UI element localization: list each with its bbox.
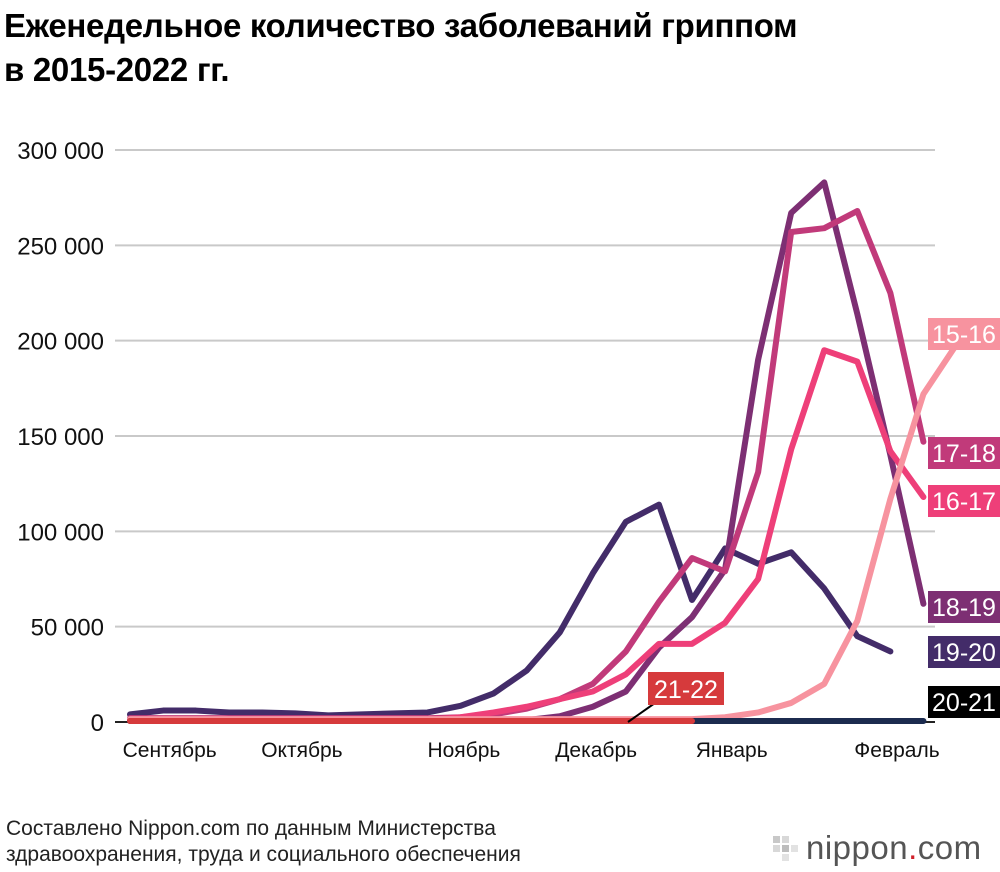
source-note: Составлено Nippon.com по данным Министер… <box>6 816 521 868</box>
series-label-18-19: 18-19 <box>932 594 996 622</box>
x-tick-label-4: Январь <box>696 739 768 762</box>
series-label-21-22: 21-22 <box>654 676 718 704</box>
y-tick-label-100000: 100 000 <box>17 519 104 546</box>
y-tick-label-150000: 150 000 <box>17 424 104 451</box>
series-label-19-20: 19-20 <box>932 639 996 667</box>
series-label-17-18: 17-18 <box>932 440 996 468</box>
source-line-2: здравоохранения, труда и социального обе… <box>6 843 521 866</box>
series-label-bg-19-20 <box>928 636 1000 668</box>
series-line-16-17 <box>127 347 927 724</box>
logo-dot: . <box>908 829 918 866</box>
x-tick-label-2: Ноябрь <box>427 739 500 762</box>
series-line-19-20 <box>127 501 894 719</box>
series-label-20-21: 20-21 <box>932 689 996 717</box>
x-tick-label-1: Октябрь <box>261 739 342 762</box>
nippon-logo-text: nippon.com <box>806 829 982 867</box>
flu-line-chart: 0 50 000 100 000 150 000 200 000 250 000 300 0… <box>17 138 1000 762</box>
y-tick-label-300000: 300 000 <box>17 138 104 165</box>
y-tick-label-50000: 50 000 <box>31 615 104 642</box>
logo-tld: com <box>917 829 982 866</box>
chart-title-line-1: Еженедельное количество заболеваний грип… <box>4 7 798 44</box>
series-line-17-18 <box>127 208 927 722</box>
y-tick-label-250000: 250 000 <box>17 233 104 260</box>
series-label-bg-20-21 <box>928 686 1000 718</box>
logo-name: nippon <box>806 829 909 866</box>
series-label-bg-21-22 <box>648 672 724 705</box>
y-tick-label-200000: 200 000 <box>17 329 104 356</box>
series-label-bg-15-16 <box>928 318 1000 350</box>
series-label-bg-17-18 <box>928 437 1000 469</box>
series-label-bg-18-19 <box>928 591 1000 623</box>
chart-title-line-2: в 2015-2022 гг. <box>4 51 230 88</box>
chart-title: Еженедельное количество заболеваний грип… <box>4 4 1000 92</box>
x-tick-label-0: Сентябрь <box>123 739 217 762</box>
series-label-bg-16-17 <box>928 485 1000 517</box>
series-leader-21-22 <box>627 702 656 723</box>
x-tick-label-3: Декабрь <box>555 739 637 762</box>
series-label-15-16: 15-16 <box>932 321 996 349</box>
y-tick-label-0: 0 <box>91 710 104 737</box>
nippon-logo-icon <box>773 836 798 861</box>
x-tick-label-5: Февраль <box>854 739 939 762</box>
series-line-18-19 <box>127 179 927 724</box>
source-line-1: Составлено Nippon.com по данным Министер… <box>6 817 496 840</box>
nippon-logo: nippon.com <box>770 829 982 867</box>
series-label-16-17: 16-17 <box>932 488 996 516</box>
